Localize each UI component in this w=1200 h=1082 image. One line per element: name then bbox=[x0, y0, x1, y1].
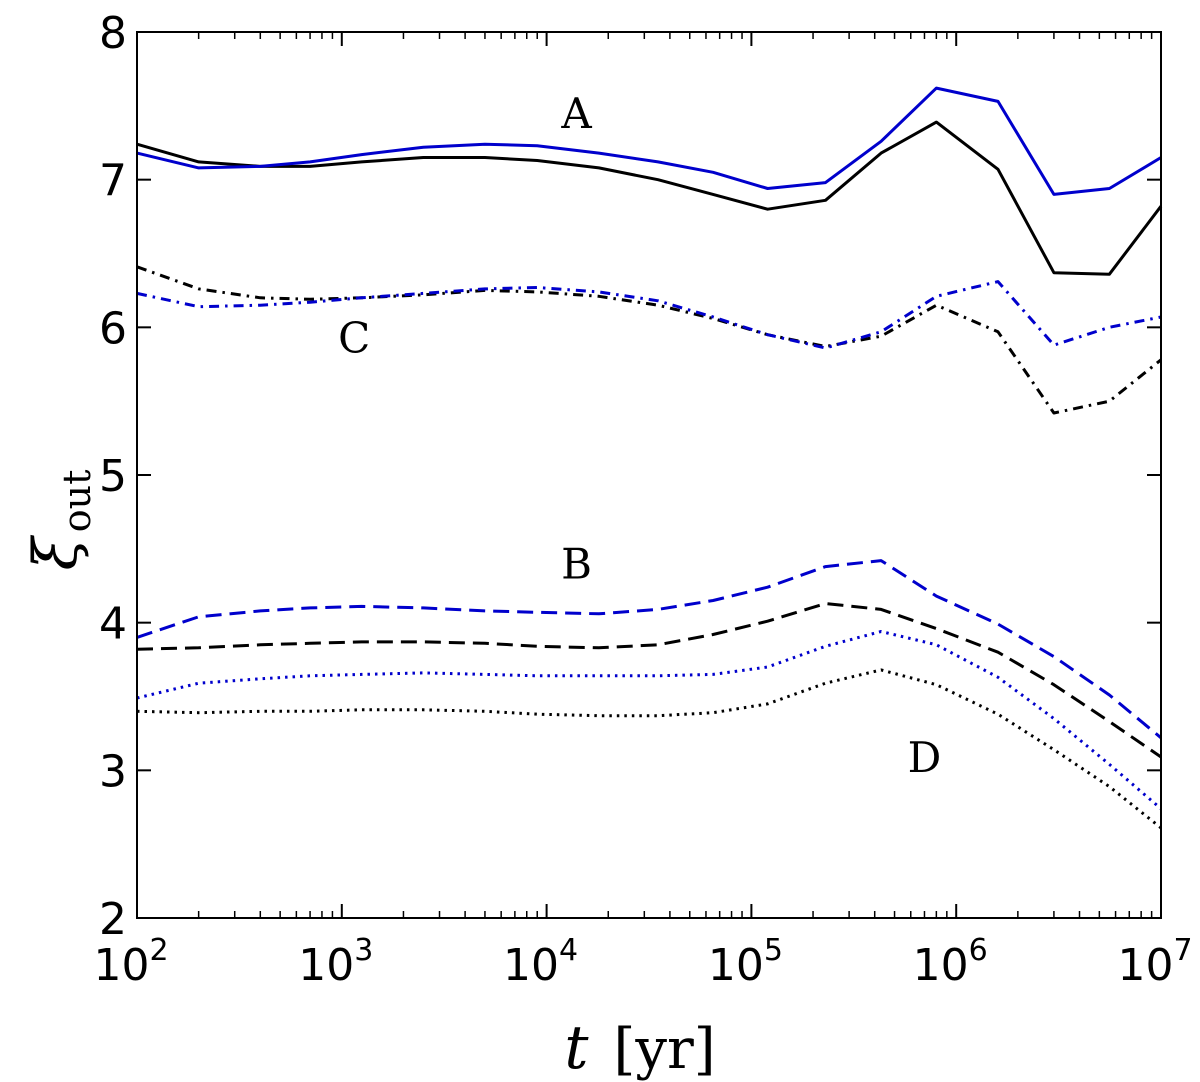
x-tick-label: 105 bbox=[708, 933, 783, 991]
y-tick-label: 7 bbox=[99, 156, 127, 207]
x-axis-title: t [yr] bbox=[564, 1013, 715, 1082]
y-tick-label: 8 bbox=[99, 8, 127, 59]
x-tick-label: 106 bbox=[913, 933, 988, 991]
series-line-b-blue bbox=[136, 559, 1162, 739]
series-line-a-blue bbox=[136, 86, 1162, 196]
y-tick-label: 6 bbox=[99, 303, 127, 354]
annotation-b: B bbox=[561, 539, 592, 588]
series-line-c-black bbox=[136, 265, 1162, 415]
y-axis-title-group: ξ out bbox=[21, 470, 99, 571]
ticks-layer: 102 103 104 105 106 107 2 3 4 5 6 7 8 bbox=[93, 8, 1192, 991]
annotation-c: C bbox=[338, 313, 370, 362]
annotation-d: D bbox=[908, 733, 942, 782]
y-tick-label: 5 bbox=[99, 451, 127, 502]
series-line-d-blue bbox=[136, 630, 1162, 810]
x-axis-symbol: t bbox=[564, 1013, 589, 1082]
x-tick-label: 103 bbox=[298, 933, 373, 991]
x-tick-label: 107 bbox=[1117, 933, 1192, 991]
y-axis-subscript: out bbox=[55, 470, 99, 533]
y-axis-symbol: ξ bbox=[21, 534, 91, 570]
y-tick-label: 2 bbox=[99, 894, 127, 945]
y-tick-label: 3 bbox=[99, 746, 127, 797]
x-axis-unit: [yr] bbox=[614, 1017, 716, 1082]
y-axis-title: ξ out bbox=[21, 470, 99, 571]
series-line-a-black bbox=[136, 120, 1163, 276]
y-tick-label: 4 bbox=[99, 599, 127, 650]
series-line-b-black bbox=[136, 602, 1162, 759]
series-line-c-blue bbox=[136, 280, 1162, 350]
x-tick-label: 102 bbox=[93, 933, 168, 991]
annotation-a: A bbox=[560, 89, 592, 138]
series-line-d-black bbox=[136, 668, 1162, 830]
series-layer bbox=[136, 86, 1163, 830]
annotation-layer: A C B D bbox=[338, 89, 941, 782]
x-tick-label: 104 bbox=[503, 933, 578, 991]
